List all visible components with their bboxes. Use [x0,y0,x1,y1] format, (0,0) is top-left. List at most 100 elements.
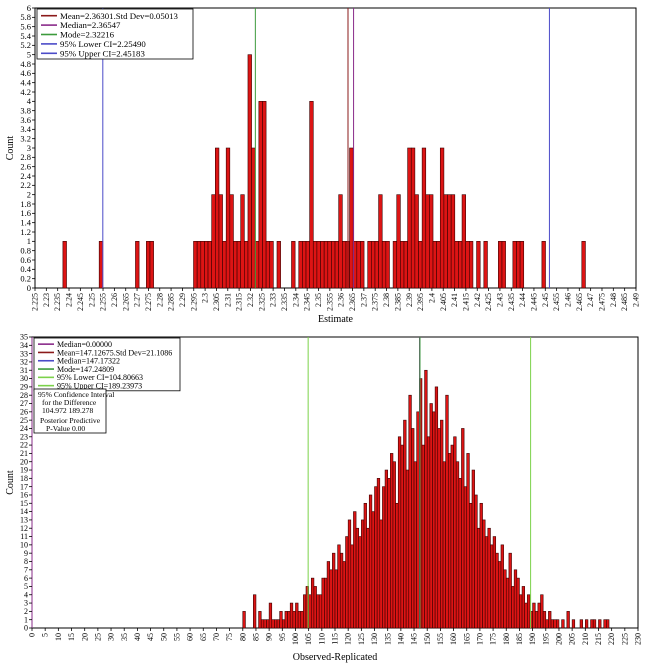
x-tick-label: 120 [344,633,353,645]
x-tick-label: 125 [357,633,366,645]
histogram-bar [253,594,257,629]
histogram-bar [437,428,441,629]
annotation-text: 95% Confidence Interval [38,390,114,399]
histogram-bar [445,394,449,629]
histogram-bar [378,194,383,289]
histogram-bar [411,428,415,629]
legend-label: Mean=2.36301.Std Dev=0.05013 [60,11,179,21]
y-tick-label: 9 [24,549,28,558]
histogram-bar [540,594,544,629]
histogram-bar [508,552,512,629]
x-tick-label: 2.34 [291,293,300,307]
y-tick-label: 22 [20,441,28,450]
histogram-bar [501,241,506,289]
x-tick-label: 2.27 [133,293,142,307]
x-tick-label: 2.305 [212,293,221,311]
histogram-bar [461,428,465,629]
histogram-bar [440,419,444,629]
x-tick-label: 2.3 [201,293,210,303]
y-tick-label: 10 [20,540,28,549]
x-tick-label: 165 [462,633,471,645]
histogram-bar [511,586,515,629]
y-tick-label: 13 [20,516,28,525]
y-tick-label: 17 [20,482,28,491]
legend-label: Mode=2.32216 [60,30,115,40]
histogram-bar [363,502,367,629]
histogram-bar [387,478,391,629]
histogram-bar [396,194,401,289]
x-tick-label: 2.285 [167,293,176,311]
y-tick-label: 12 [20,524,28,533]
histogram-bar [98,241,104,289]
y-tick-label: 2 [24,607,28,616]
x-tick-label: 0 [28,633,37,637]
histogram-bar [458,241,463,289]
histogram-bar [414,194,419,289]
histogram-bar [265,241,271,289]
histogram-bar [300,611,304,629]
y-tick-label: 4.6 [20,68,31,78]
x-tick-label: 190 [528,633,537,645]
x-tick-label: 2.345 [303,293,312,311]
histogram-bar [342,561,346,629]
histogram-bar [407,147,412,289]
histogram-bar [291,241,296,289]
y-tick-label: 6 [27,3,31,13]
histogram-bar [392,461,396,629]
y-tick-label: 5.4 [20,31,31,41]
histogram-bar [384,469,388,629]
x-tick-label: 155 [436,633,445,645]
legend-label: Mean=147.12675.Std Dev=21.1086 [57,348,172,357]
y-tick-label: 1.6 [20,208,31,218]
x-tick-label: 2.28 [155,293,164,307]
x-tick-label: 150 [423,633,432,645]
x-tick-label: 2.39 [405,293,414,307]
histogram-bar [332,552,336,629]
y-tick-label: 1.8 [20,199,31,209]
x-tick-label: 2.49 [632,293,641,307]
histogram-bar [374,241,379,289]
histogram-bar [484,536,489,629]
histogram-bar [244,241,249,289]
histogram-bar [516,577,520,629]
histogram-bar [368,494,373,629]
estimate-histogram: 00.20.40.60.811.21.41.61.822.22.42.62.83… [5,3,641,325]
histogram-bar [561,619,565,629]
y-tick-label: 1.2 [20,227,31,237]
histogram-bar [442,461,446,629]
y-tick-label: 35 [20,333,28,342]
histogram-bar [356,241,361,289]
x-tick-label: 2.26 [110,293,119,307]
histogram-bar [498,561,502,629]
y-tick-label: 0 [27,283,31,293]
histogram-bar [211,194,216,289]
x-tick-label: 60 [186,633,195,641]
histogram-bar [308,594,312,629]
x-axis-label: Observed-Replicated [293,652,377,663]
y-tick-label: 19 [20,466,28,475]
histogram-bar [382,486,386,629]
histogram-bar [236,241,242,289]
x-tick-label: 2.335 [280,293,289,311]
x-tick-label: 85 [252,633,261,641]
histogram-bar [269,241,274,289]
histogram-bar [233,241,238,289]
histogram-bar [524,602,528,629]
histogram-bar [566,611,570,629]
histogram-bar [324,577,328,629]
legend-box [36,8,194,60]
y-tick-label: 4.4 [20,77,31,87]
x-tick-label: 2.355 [325,293,334,311]
histogram-bar [400,241,405,289]
y-tick-label: 2.8 [20,152,31,162]
histogram-bar [323,241,329,289]
histogram-bar [503,569,507,629]
x-tick-label: 2.265 [121,293,130,311]
x-tick-label: 195 [541,633,550,645]
y-tick-label: 3 [24,599,28,608]
histogram-bar [381,241,387,289]
histogram-bar [302,241,307,289]
histogram-bar [349,147,354,289]
histogram-bar [303,594,307,629]
y-tick-label: 0.2 [20,273,31,283]
